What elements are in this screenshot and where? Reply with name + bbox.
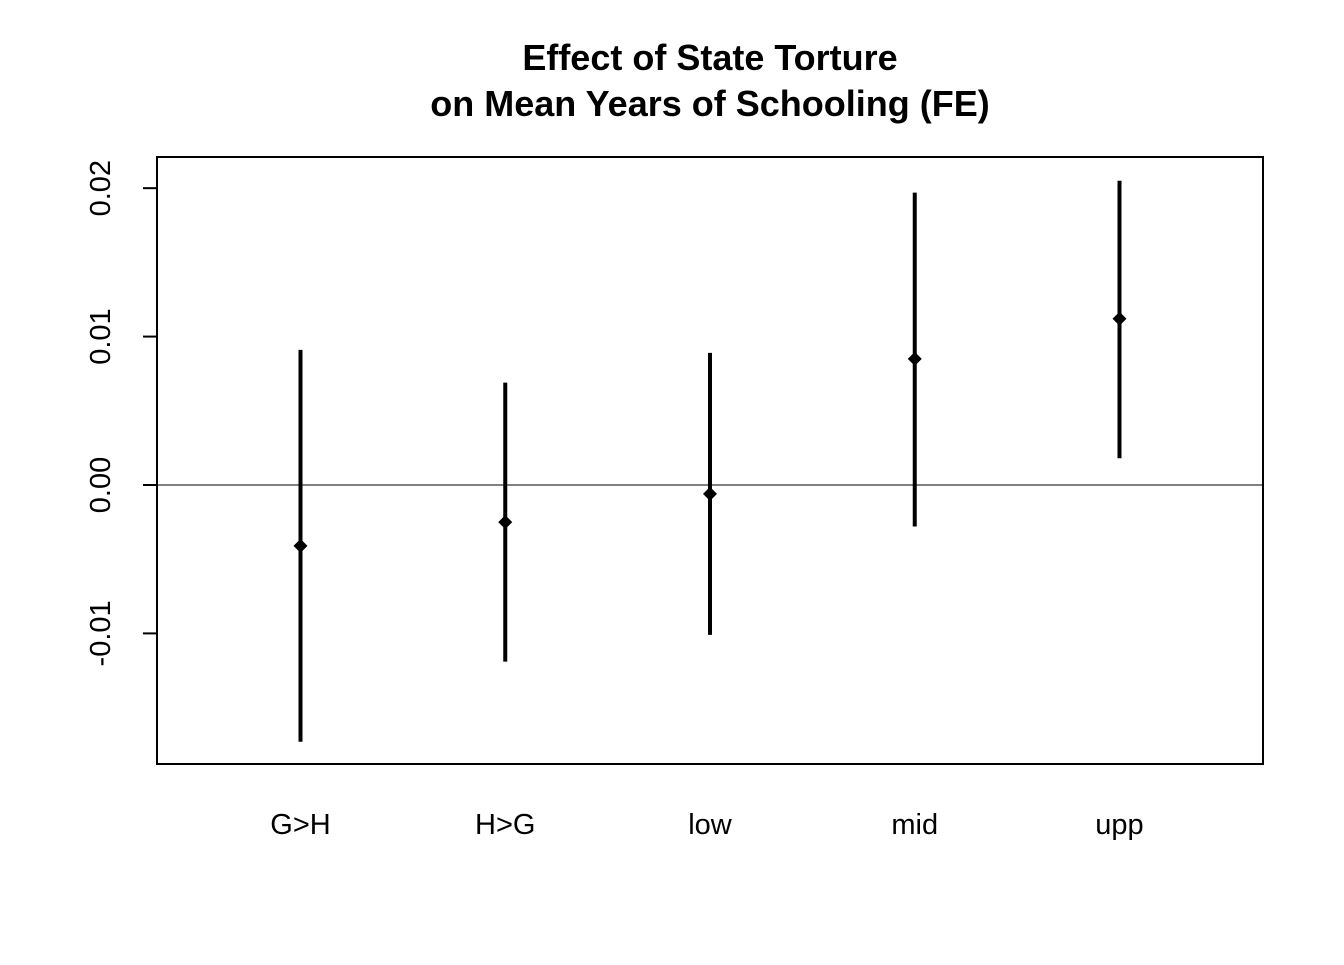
y-tick-label: 0.01 (85, 308, 117, 364)
point-estimate (498, 515, 513, 530)
plot-frame (156, 156, 1264, 765)
x-category-label: low (688, 809, 733, 841)
y-tick-label: 0.02 (85, 160, 117, 216)
y-axis: -0.01 0.00 0.01 0.02 (85, 160, 157, 666)
point-estimate (293, 538, 308, 553)
data-marks (293, 180, 1127, 742)
x-category-label: H>G (475, 809, 535, 841)
point-estimate (703, 486, 717, 501)
point-estimate (1112, 311, 1127, 326)
y-tick-label: 0.00 (85, 457, 117, 513)
y-tick-label: -0.01 (85, 600, 117, 666)
point-estimate (907, 351, 922, 366)
x-category-label: mid (891, 809, 938, 841)
chart-title-line-2: on Mean Years of Schooling (FE) (430, 83, 989, 124)
x-category-label: upp (1095, 809, 1143, 841)
x-axis: G>H H>G low mid upp (270, 809, 1143, 841)
chart-title-line-1: Effect of State Torture (522, 37, 897, 78)
x-category-label: G>H (270, 809, 330, 841)
